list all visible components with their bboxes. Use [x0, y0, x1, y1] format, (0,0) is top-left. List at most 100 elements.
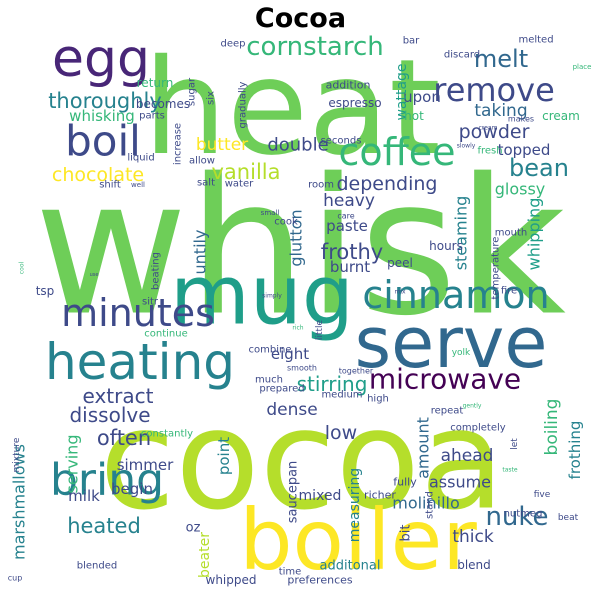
word-place: place — [573, 63, 592, 71]
word-rich: rich — [292, 325, 303, 332]
word-heat: heat — [143, 31, 441, 185]
word-beater: beater — [197, 532, 213, 578]
word-topped: topped — [498, 141, 551, 159]
word-heating: heating — [45, 333, 235, 391]
word-often: often — [97, 426, 151, 450]
word-little: little — [315, 319, 325, 340]
word-boil: boil — [65, 117, 141, 166]
word-parts: parts — [139, 111, 165, 122]
word-sitr: sitr — [142, 297, 159, 308]
word-allow: allow — [189, 156, 215, 167]
word-time: time — [279, 567, 302, 578]
word-salt: salt — [197, 178, 215, 189]
word-vanilla: vanilla — [212, 160, 281, 184]
word-chocolate: chocolate — [52, 164, 144, 186]
word-point: point — [215, 437, 233, 475]
word-glutton: glutton — [287, 209, 306, 266]
word-coffee: coffee — [338, 130, 455, 174]
word-remove: remove — [433, 71, 555, 109]
word-heated: heated — [67, 514, 141, 538]
word-small: small — [261, 209, 280, 217]
word-let: let — [510, 438, 520, 450]
word-blend: blend — [457, 558, 491, 572]
word-fresh: fresh — [477, 146, 502, 157]
word-yolk: yolk — [452, 348, 471, 358]
word-taking: taking — [474, 101, 527, 121]
word-combine: combine — [249, 345, 292, 356]
word-discard: discard — [444, 50, 480, 61]
word-liquid: liquid — [127, 153, 154, 164]
word-dense: dense — [266, 400, 317, 420]
word-glossy: glossy — [495, 180, 546, 199]
word-six: six — [206, 91, 217, 105]
word-boiler: boiler — [239, 491, 477, 589]
word-molinillo: molinillo — [392, 494, 460, 513]
word-beat: beat — [558, 513, 579, 523]
word-whipped: whipped — [206, 573, 257, 587]
word-melt: melt — [474, 45, 528, 73]
word-begin: begin — [111, 480, 153, 498]
word-fully: fully — [393, 476, 417, 489]
word-use: use — [90, 272, 99, 278]
word-care: care — [337, 212, 354, 221]
word-serve: serve — [355, 302, 548, 384]
word-frothing: frothing — [566, 421, 584, 480]
word-preferences: preferences — [287, 574, 353, 587]
word-marshmallows: marshmallows — [10, 444, 29, 560]
word-tsp: tsp — [36, 284, 55, 298]
word-sugar: sugar — [187, 77, 198, 106]
word-temperature: temperature — [491, 237, 502, 300]
word-whisk: whisk — [34, 139, 566, 358]
word-bring: bring — [50, 455, 164, 506]
word-water: water — [225, 179, 254, 190]
word-slowly: slowly — [457, 143, 476, 150]
word-gradually: gradually — [238, 81, 249, 128]
word-powder: powder — [459, 121, 530, 143]
word-stand: stand — [425, 491, 436, 519]
word-stirring: stirring — [297, 372, 368, 396]
word-oz: oz — [186, 521, 201, 536]
word-repeat: repeat — [431, 406, 464, 417]
word-much: much — [255, 375, 283, 386]
word-nutmeg: nutmeg — [504, 509, 543, 520]
word-mixed: mixed — [299, 488, 342, 504]
word-taste: taste — [502, 467, 518, 474]
word-peel: peel — [387, 256, 413, 270]
word-richer: richer — [364, 489, 396, 502]
word-assume: assume — [429, 473, 491, 492]
word-hot: hot — [404, 109, 424, 123]
word-nuke: nuke — [485, 502, 548, 532]
word-ahead: ahead — [441, 446, 494, 466]
word-room: room — [308, 180, 334, 191]
word-five: five — [534, 490, 551, 500]
word-whisking: whisking — [69, 107, 135, 125]
word-paste: paste — [326, 217, 368, 235]
word-bar: bar — [403, 36, 420, 47]
word-mouth: mouth — [495, 228, 527, 239]
word-butter: butter — [196, 135, 248, 155]
word-melted: melted — [518, 35, 553, 46]
word-burnt: burnt — [330, 258, 370, 276]
word-dissolve: dissolve — [69, 403, 150, 427]
word-microwave: microwave — [369, 363, 521, 396]
word-serving: serving — [63, 435, 82, 494]
word-espresso: espresso — [328, 96, 381, 110]
word-addition: addition — [326, 79, 371, 92]
word-cocoa: cocoa — [99, 380, 504, 541]
word-frothy: frothy — [321, 240, 383, 264]
word-cream: cream — [542, 109, 580, 123]
word-minutes: minutes — [61, 291, 215, 335]
page-title: Cocoa — [254, 3, 347, 34]
word-continue: continue — [144, 329, 187, 340]
word-steaming: steaming — [452, 196, 471, 271]
word-saucepan: saucepan — [286, 461, 301, 524]
word-mix: mix — [394, 289, 406, 296]
word-high: high — [367, 394, 389, 405]
word-cook: cook — [274, 217, 298, 228]
word-increase: increase — [173, 123, 184, 165]
word-constantly: constantly — [141, 429, 193, 440]
word-deep: deep — [221, 39, 246, 50]
word-milk: milk — [68, 487, 100, 505]
word-shift: shift — [99, 180, 121, 191]
